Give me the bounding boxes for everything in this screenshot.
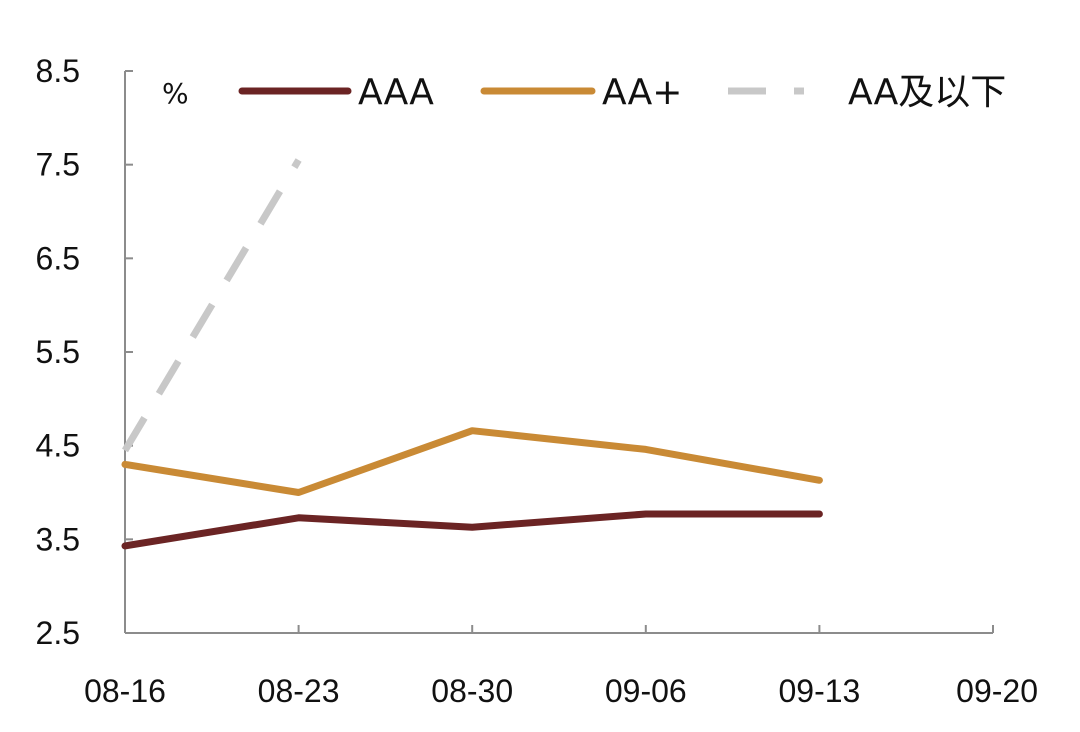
series-line-AA-2	[121, 158, 302, 453]
y-tick-label: 3.5	[36, 521, 80, 557]
y-tick-label: 2.5	[36, 615, 80, 651]
x-axis: 08-16 08-23 08-30 09-06 09-13 09-20	[84, 625, 1038, 709]
x-tick-label: 08-16	[84, 673, 166, 709]
y-axis: 8.5 7.5 6.5 5.5 4.5 3.5 2.5	[36, 53, 133, 651]
x-tick-label: 09-06	[605, 673, 687, 709]
series-line-AAA-0	[121, 510, 823, 550]
y-tick-label: 8.5	[36, 53, 80, 89]
series-line-AA-1	[121, 427, 823, 496]
x-tick-label: 08-23	[258, 673, 340, 709]
y-tick-label: 4.5	[36, 428, 80, 464]
x-tick-label: 09-20	[956, 673, 1038, 709]
legend-label: AA+	[602, 72, 682, 113]
legend-label: AAA	[358, 72, 434, 113]
series-layer	[121, 158, 823, 550]
x-tick-label: 08-30	[431, 673, 513, 709]
unit-label: %	[162, 77, 189, 110]
legend: % AAA AA+ AA及以下	[162, 72, 1006, 113]
y-tick-label: 5.5	[36, 334, 80, 370]
x-tick-label: 09-13	[778, 673, 860, 709]
y-tick-label: 6.5	[36, 240, 80, 276]
legend-label: AA及以下	[848, 72, 1006, 113]
y-tick-label: 7.5	[36, 147, 80, 183]
